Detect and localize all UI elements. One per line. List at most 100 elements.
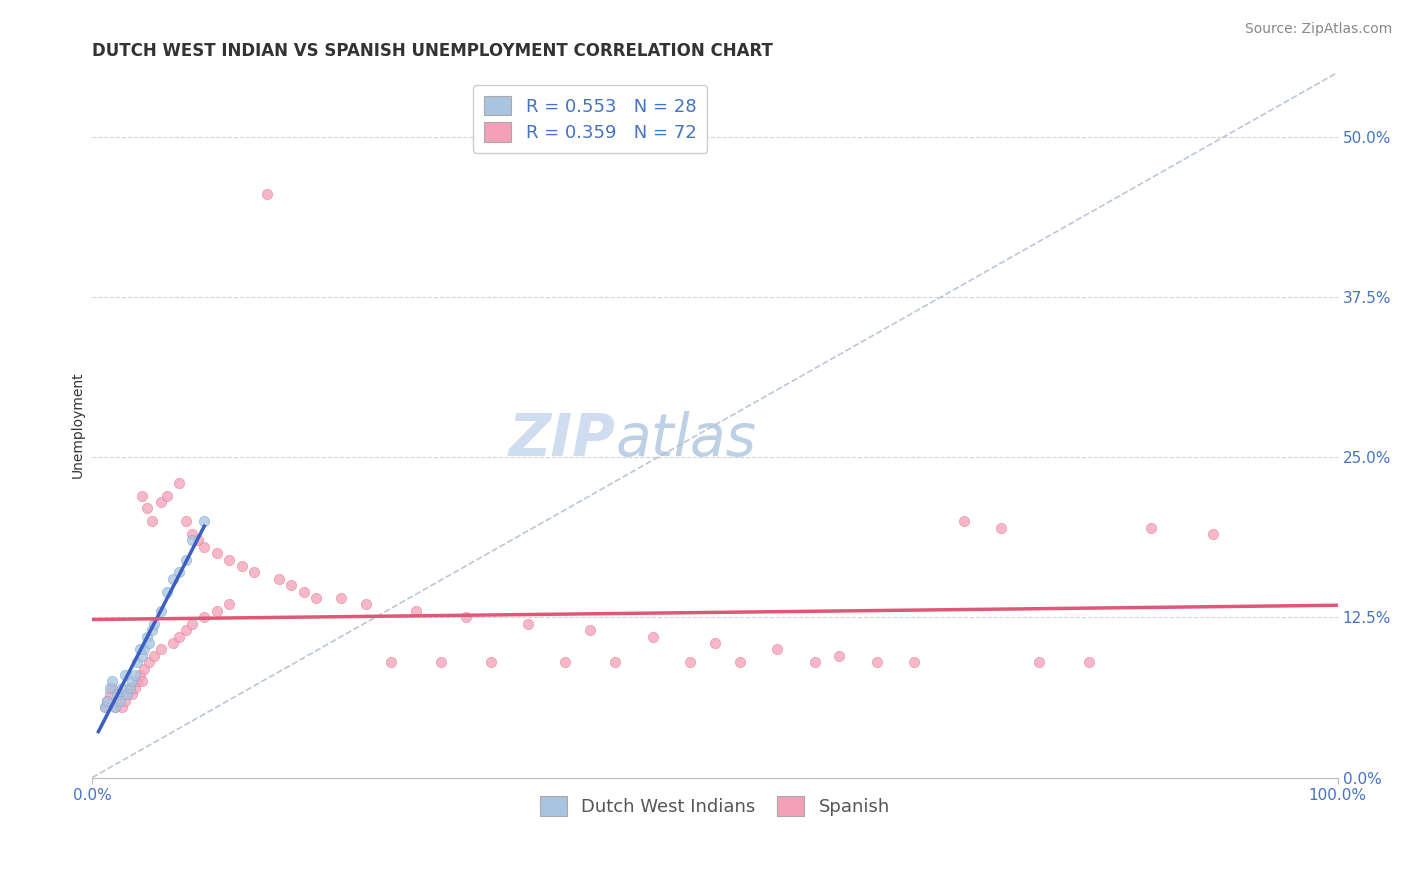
Point — [180, 533, 202, 548]
Point — [114, 668, 136, 682]
Point — [218, 598, 240, 612]
Point — [180, 527, 202, 541]
Point — [903, 655, 925, 669]
Point — [141, 623, 163, 637]
Legend: Dutch West Indians, Spanish: Dutch West Indians, Spanish — [531, 787, 898, 825]
Text: ZIP: ZIP — [509, 410, 616, 467]
Point — [828, 648, 851, 663]
Point — [330, 591, 353, 605]
Point — [156, 584, 179, 599]
Point — [267, 572, 290, 586]
Point — [93, 700, 115, 714]
Point — [174, 552, 197, 566]
Point — [111, 700, 134, 714]
Point — [131, 674, 153, 689]
Y-axis label: Unemployment: Unemployment — [72, 372, 86, 478]
Point — [118, 681, 141, 695]
Point — [136, 630, 159, 644]
Text: atlas: atlas — [616, 410, 756, 467]
Point — [174, 623, 197, 637]
Point — [134, 662, 156, 676]
Point — [728, 655, 751, 669]
Point — [205, 546, 228, 560]
Point — [131, 489, 153, 503]
Point — [149, 604, 172, 618]
Point — [143, 648, 166, 663]
Point — [517, 616, 540, 631]
Point — [141, 514, 163, 528]
Point — [766, 642, 789, 657]
Point — [105, 687, 128, 701]
Point — [354, 598, 377, 612]
Point — [134, 642, 156, 657]
Point — [108, 693, 131, 707]
Point — [101, 681, 124, 695]
Point — [193, 514, 215, 528]
Point — [101, 674, 124, 689]
Point — [138, 655, 160, 669]
Point — [193, 610, 215, 624]
Point — [169, 566, 191, 580]
Point — [1140, 520, 1163, 534]
Point — [131, 648, 153, 663]
Point — [98, 687, 121, 701]
Point — [156, 489, 179, 503]
Point — [430, 655, 453, 669]
Point — [193, 540, 215, 554]
Point — [953, 514, 976, 528]
Point — [1028, 655, 1050, 669]
Point — [990, 520, 1012, 534]
Point — [679, 655, 702, 669]
Point — [115, 687, 138, 701]
Text: DUTCH WEST INDIAN VS SPANISH UNEMPLOYMENT CORRELATION CHART: DUTCH WEST INDIAN VS SPANISH UNEMPLOYMEN… — [93, 42, 773, 60]
Point — [187, 533, 209, 548]
Point — [128, 668, 150, 682]
Point — [125, 655, 148, 669]
Point — [1077, 655, 1099, 669]
Point — [243, 566, 266, 580]
Point — [405, 604, 427, 618]
Point — [162, 636, 184, 650]
Point — [149, 642, 172, 657]
Point — [1202, 527, 1225, 541]
Point — [143, 616, 166, 631]
Point — [256, 187, 278, 202]
Point — [114, 693, 136, 707]
Point — [292, 584, 315, 599]
Point — [128, 642, 150, 657]
Point — [111, 681, 134, 695]
Point — [138, 636, 160, 650]
Point — [96, 693, 118, 707]
Point — [205, 604, 228, 618]
Point — [104, 700, 127, 714]
Point — [115, 687, 138, 701]
Point — [218, 552, 240, 566]
Point — [605, 655, 627, 669]
Point — [104, 700, 127, 714]
Point — [454, 610, 477, 624]
Point — [169, 475, 191, 490]
Point — [866, 655, 889, 669]
Point — [124, 681, 146, 695]
Point — [98, 681, 121, 695]
Point — [121, 674, 143, 689]
Point — [162, 572, 184, 586]
Point — [136, 501, 159, 516]
Point — [305, 591, 328, 605]
Point — [124, 668, 146, 682]
Point — [641, 630, 664, 644]
Point — [174, 514, 197, 528]
Point — [169, 630, 191, 644]
Point — [105, 693, 128, 707]
Point — [380, 655, 402, 669]
Point — [479, 655, 502, 669]
Point — [149, 495, 172, 509]
Point — [125, 674, 148, 689]
Point — [108, 687, 131, 701]
Point — [121, 687, 143, 701]
Point — [231, 559, 253, 574]
Point — [579, 623, 602, 637]
Point — [554, 655, 576, 669]
Point — [93, 700, 115, 714]
Point — [280, 578, 302, 592]
